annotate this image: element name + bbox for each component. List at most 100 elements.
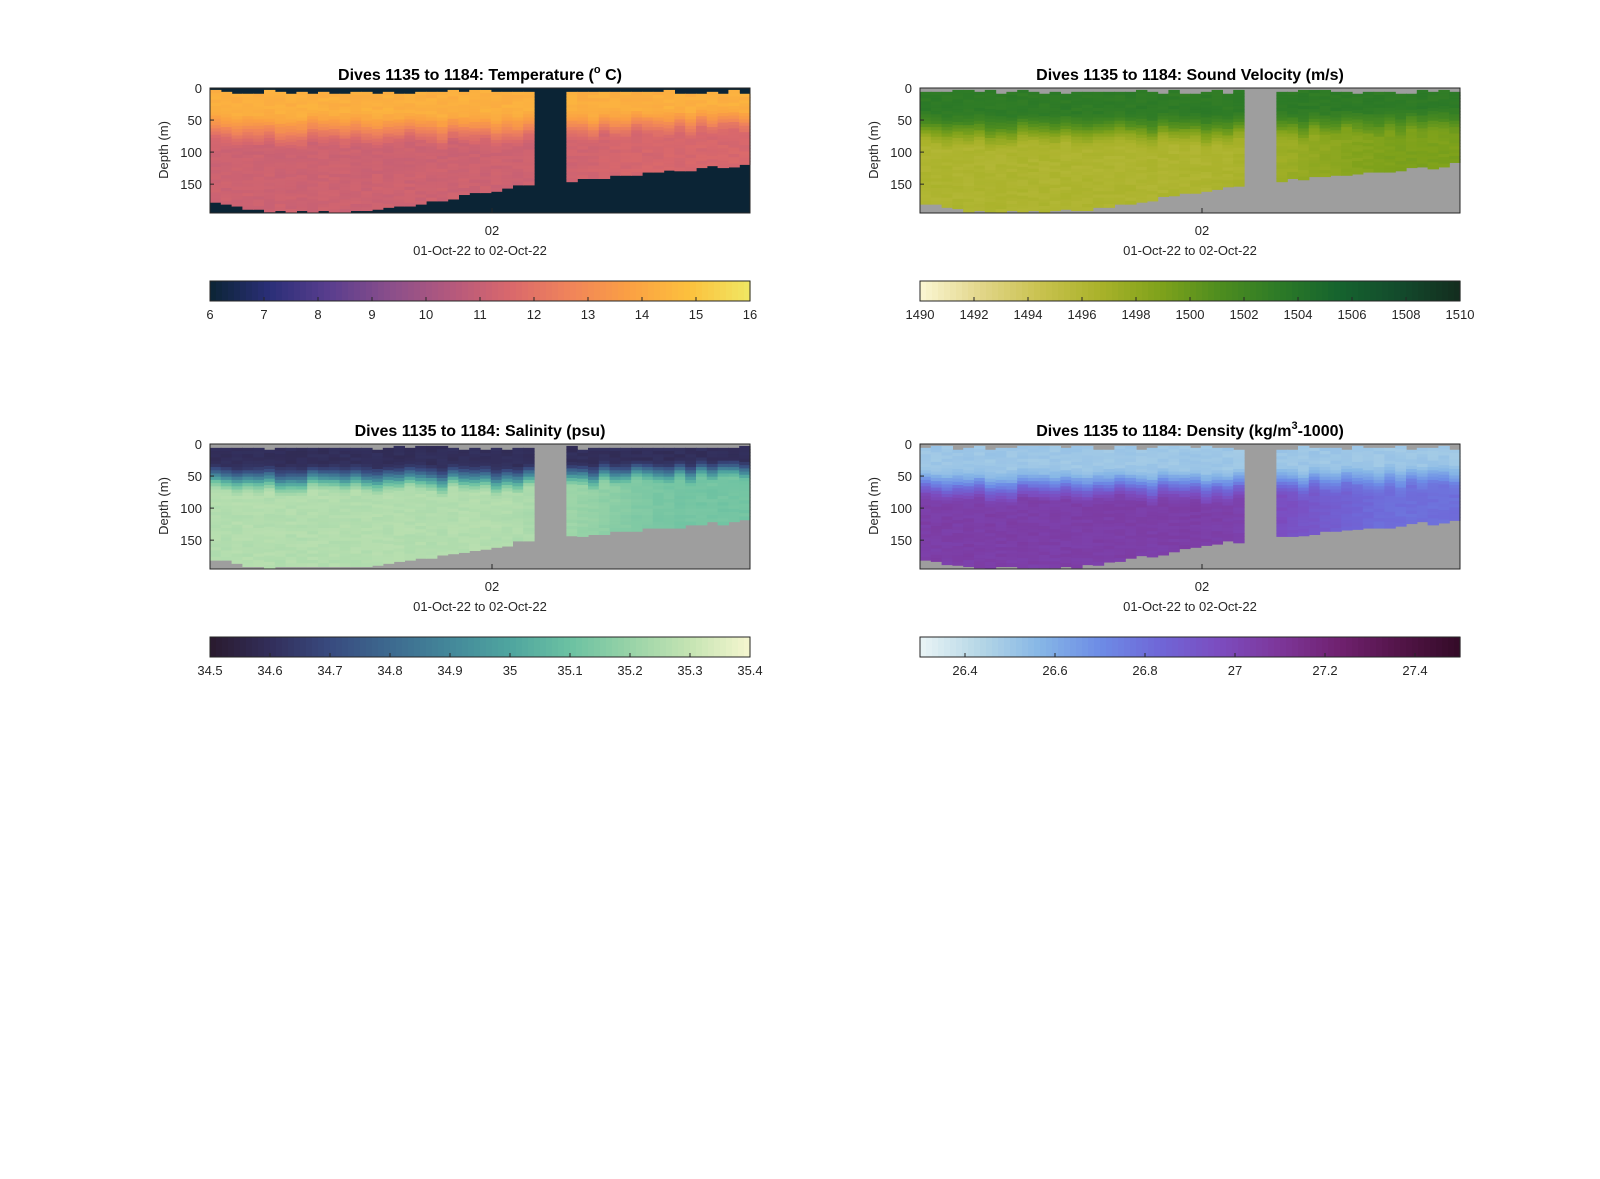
heatmap-cell: [620, 521, 632, 526]
colorbar-swatch: [306, 637, 313, 657]
heatmap-cell: [339, 148, 351, 153]
heatmap-cell: [1222, 151, 1234, 156]
heatmap-cell: [242, 109, 254, 114]
heatmap-cell: [372, 549, 384, 553]
heatmap-cell: [1082, 111, 1094, 115]
heatmap-cell: [393, 471, 405, 476]
heatmap-cell: [1427, 159, 1439, 163]
heatmap-cell: [328, 106, 341, 111]
heatmap-cell: [1028, 114, 1040, 119]
heatmap-cell: [598, 175, 611, 179]
heatmap-cell: [1017, 205, 1029, 210]
colorbar-swatch: [558, 637, 565, 657]
colorbar-swatch: [744, 281, 751, 301]
heatmap-cell: [566, 500, 578, 505]
heatmap-cell: [210, 195, 222, 200]
heatmap-cell: [566, 519, 578, 524]
heatmap-cell: [404, 100, 416, 104]
heatmap-cell: [350, 181, 362, 186]
colorbar-swatch: [678, 637, 685, 657]
heatmap-cell: [1190, 186, 1202, 191]
colorbar-tick-label: 10: [419, 307, 433, 322]
heatmap-cell: [1071, 155, 1083, 160]
heatmap-cell: [952, 491, 964, 496]
heatmap-cell: [728, 495, 740, 500]
heatmap-cell: [328, 167, 341, 172]
heatmap-cell: [952, 163, 964, 168]
colorbar-swatch: [672, 281, 679, 301]
heatmap-cell: [930, 551, 943, 556]
heatmap-cell: [1341, 114, 1353, 119]
heatmap-cell: [242, 125, 254, 130]
colorbar-swatch: [222, 281, 229, 301]
heatmap-cell: [512, 98, 524, 103]
heatmap-cell: [415, 506, 427, 511]
heatmap-cell: [1179, 141, 1191, 146]
heatmap-cell: [930, 104, 943, 109]
heatmap-cell: [1395, 157, 1407, 162]
heatmap-cell: [1416, 154, 1429, 158]
heatmap-cell: [490, 114, 503, 119]
heatmap-cell: [1341, 149, 1353, 154]
heatmap-cell: [1395, 145, 1407, 149]
heatmap-cell: [426, 526, 438, 530]
heatmap-cell: [706, 130, 719, 135]
heatmap-cell: [930, 101, 943, 106]
heatmap-cell: [995, 209, 1007, 213]
heatmap-cell: [598, 451, 611, 455]
heatmap-cell: [382, 505, 395, 510]
heatmap-cell: [1222, 138, 1234, 143]
heatmap-cell: [361, 188, 373, 192]
heatmap-cell: [285, 560, 297, 564]
heatmap-cell: [242, 511, 254, 516]
heatmap-cell: [642, 492, 654, 497]
heatmap-cell: [372, 180, 384, 185]
heatmap-cell: [685, 154, 697, 159]
heatmap-cell: [264, 494, 276, 499]
heatmap-cell: [350, 200, 362, 205]
heatmap-cell: [1200, 143, 1213, 147]
heatmap-cell: [1308, 131, 1321, 136]
colorbar-swatch: [492, 637, 499, 657]
heatmap-cell: [952, 526, 964, 531]
heatmap-cell: [426, 455, 438, 460]
heatmap-cell: [974, 146, 986, 151]
heatmap-cell: [609, 521, 621, 526]
heatmap-cell: [393, 538, 405, 543]
heatmap-cell: [1438, 105, 1450, 110]
colorbar-swatch: [1268, 281, 1275, 301]
heatmap-cell: [264, 141, 276, 146]
heatmap-cell: [609, 136, 621, 141]
heatmap-cell: [231, 527, 243, 532]
heatmap-cell: [739, 465, 751, 469]
heatmap-cell: [1362, 143, 1375, 147]
heatmap-cell: [285, 199, 297, 204]
heatmap-cell: [318, 139, 330, 144]
heatmap-cell: [1125, 168, 1137, 173]
heatmap-cell: [296, 175, 308, 179]
heatmap-cell: [210, 502, 222, 507]
heatmap-cell: [963, 511, 975, 516]
heatmap-cell: [1017, 115, 1029, 120]
heatmap-cell: [220, 495, 233, 500]
heatmap-cell: [285, 96, 297, 101]
heatmap-cell: [469, 179, 481, 184]
heatmap-cell: [274, 521, 287, 526]
heatmap-cell: [920, 178, 932, 183]
colorbar-swatch: [1400, 281, 1407, 301]
heatmap-cell: [307, 183, 319, 188]
heatmap-cell: [1038, 183, 1051, 188]
heatmap-cell: [231, 113, 243, 117]
heatmap-cell: [1341, 127, 1353, 131]
heatmap-cell: [920, 547, 932, 552]
heatmap-cell: [963, 205, 975, 210]
heatmap-cell: [1406, 116, 1418, 121]
heatmap-cell: [307, 499, 319, 503]
heatmap-cell: [328, 486, 341, 491]
heatmap-cell: [382, 101, 395, 106]
heatmap-cell: [1308, 144, 1321, 149]
heatmap-cell: [1395, 135, 1407, 140]
heatmap-cell: [963, 202, 975, 206]
heatmap-cell: [523, 143, 535, 147]
colorbar-swatch: [1244, 281, 1251, 301]
